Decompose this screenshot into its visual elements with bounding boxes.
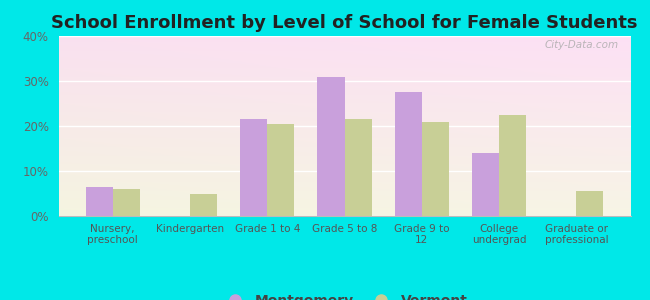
Text: City-Data.com: City-Data.com bbox=[545, 40, 619, 50]
Title: School Enrollment by Level of School for Female Students: School Enrollment by Level of School for… bbox=[51, 14, 638, 32]
Bar bbox=[112, 189, 140, 216]
Bar bbox=[472, 153, 499, 216]
Bar bbox=[395, 92, 422, 216]
Bar bbox=[344, 119, 372, 216]
Bar bbox=[317, 76, 344, 216]
Bar bbox=[190, 194, 217, 216]
Bar bbox=[86, 187, 112, 216]
Bar bbox=[577, 191, 603, 216]
Bar bbox=[267, 124, 294, 216]
Bar bbox=[499, 115, 526, 216]
Bar bbox=[240, 119, 267, 216]
Legend: Montgomery, Vermont: Montgomery, Vermont bbox=[216, 288, 473, 300]
Bar bbox=[422, 122, 449, 216]
